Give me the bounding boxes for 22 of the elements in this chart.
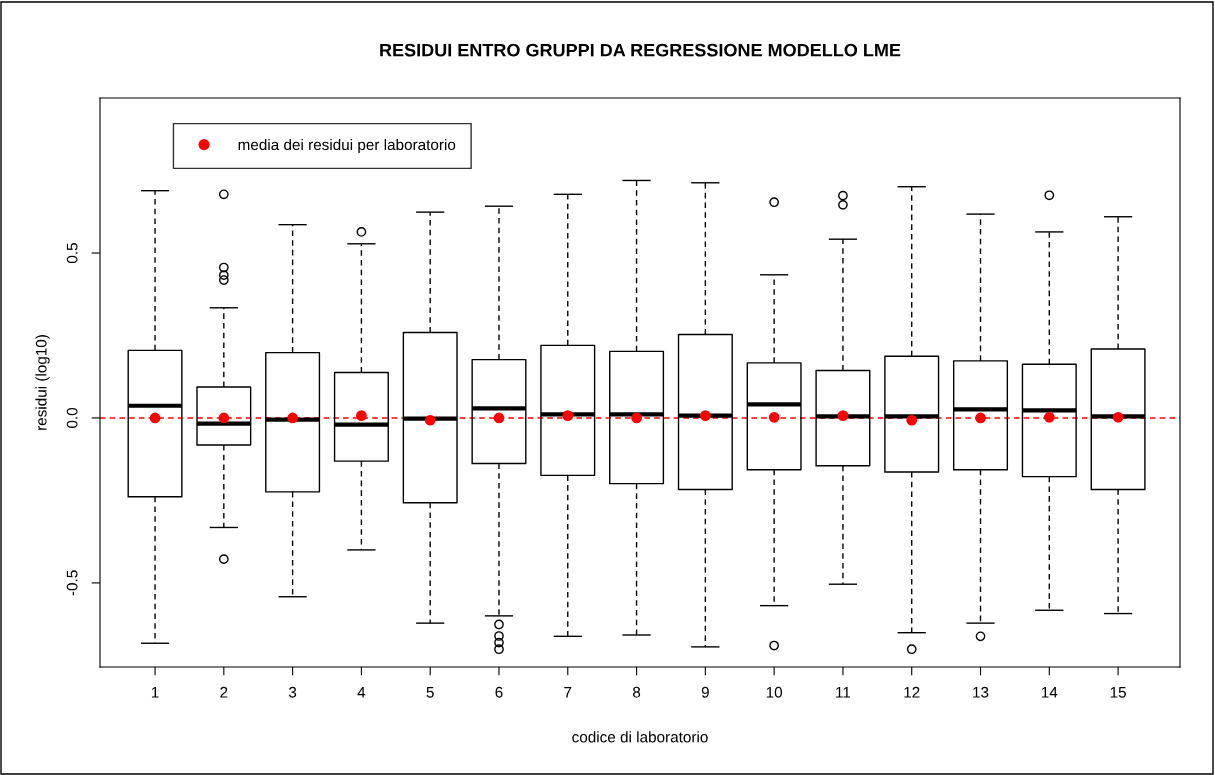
x-tick-label: 7 (564, 687, 572, 698)
x-tick-label: 11 (836, 687, 851, 698)
x-tick-label: 9 (701, 686, 709, 698)
x-tick-label: 13 (973, 686, 989, 698)
y-tick-label: 0.0 (66, 407, 78, 428)
legend-label: media dei residui per laboratorio (238, 138, 456, 154)
y-axis-title: residui (log10) (35, 335, 50, 430)
y-tick-label: 0.5 (66, 243, 78, 264)
x-tick-label: 4 (357, 687, 366, 698)
x-tick-label: 1 (151, 687, 159, 698)
x-tick-label: 8 (632, 686, 641, 698)
x-tick-label: 2 (220, 686, 228, 698)
chart-title: RESIDUI ENTRO GRUPPI DA REGRESSIONE MODELLO LME (380, 43, 901, 57)
y-tick-label: -0.5 (66, 570, 78, 596)
x-tick-label: 5 (426, 687, 434, 698)
x-tick-label: 3 (288, 686, 297, 698)
x-tick-label: 6 (495, 686, 503, 698)
x-tick-label: 10 (766, 686, 783, 698)
x-tick-label: 14 (1041, 687, 1058, 698)
x-tick-label: 12 (904, 686, 920, 698)
x-axis-title: codice di laboratorio (572, 731, 708, 743)
x-tick-label: 15 (1110, 687, 1126, 698)
